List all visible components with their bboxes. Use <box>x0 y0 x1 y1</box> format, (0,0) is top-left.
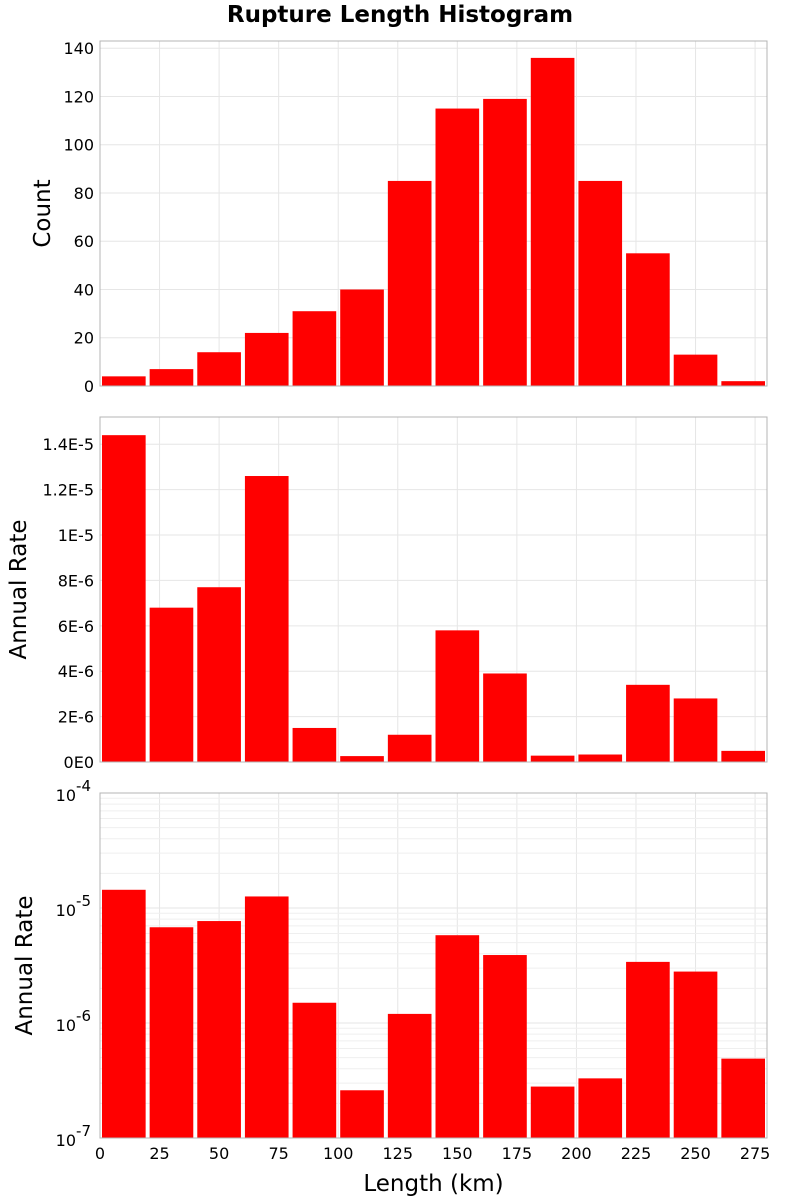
bar <box>244 476 289 762</box>
bar <box>626 961 670 1138</box>
y-tick-label: 10-5 <box>56 892 91 920</box>
x-tick-label: 250 <box>680 1144 711 1163</box>
y-tick-label: 0 <box>84 377 94 396</box>
y-tick-label: 8E-6 <box>58 571 94 590</box>
y-axis-label: Annual Rate <box>6 520 32 660</box>
y-tick-label: 20 <box>74 329 94 348</box>
bar <box>149 927 194 1138</box>
x-tick-label: 275 <box>740 1144 771 1163</box>
bar <box>197 352 241 386</box>
bar <box>102 376 146 386</box>
bar <box>578 1078 623 1138</box>
plot-frame <box>99 416 768 763</box>
bar <box>197 921 241 1138</box>
bar <box>340 1090 384 1138</box>
plot-frame <box>99 40 768 387</box>
y-axis-label: Count <box>30 179 56 247</box>
y-tick-label: 2E-6 <box>58 708 94 727</box>
bar <box>721 381 765 386</box>
bar <box>340 756 384 762</box>
bar <box>530 57 575 386</box>
x-tick-label: 125 <box>382 1144 413 1163</box>
chart-title: Rupture Length Histogram <box>226 2 574 28</box>
bar <box>578 754 623 762</box>
y-tick-label: 10-6 <box>56 1007 91 1035</box>
y-tick-label: 40 <box>74 280 94 299</box>
bar <box>483 98 527 386</box>
bar <box>626 684 670 762</box>
bar <box>387 734 432 762</box>
y-tick-label: 60 <box>74 232 94 251</box>
bar <box>244 896 289 1138</box>
bar <box>721 1058 765 1138</box>
bar <box>197 587 241 762</box>
bar <box>102 889 146 1138</box>
panel-1: 0 20 40 60 80 100 120 140 Count <box>30 39 768 396</box>
y-tick-label: 0E0 <box>64 753 94 772</box>
plot-frame <box>99 792 768 1139</box>
y-tick-label: 100 <box>63 136 94 155</box>
y-tick-label: 1.4E-5 <box>42 435 94 454</box>
x-tick-label: 50 <box>209 1144 229 1163</box>
bar <box>673 971 718 1138</box>
x-tick-label: 100 <box>323 1144 354 1163</box>
bar <box>387 180 432 386</box>
y-tick-label: 6E-6 <box>58 617 94 636</box>
y-axis-label: Annual Rate <box>12 896 38 1036</box>
bar <box>102 435 146 762</box>
x-tick-label: 25 <box>149 1144 169 1163</box>
x-tick-label: 200 <box>561 1144 592 1163</box>
bar <box>483 673 527 762</box>
panel-3: 10-7 10-6 10-5 10-4 Annual Rate 0 25 50 75 100 125… <box>12 777 770 1197</box>
bar <box>387 1013 432 1138</box>
x-tick-label: 75 <box>268 1144 288 1163</box>
y-tick-label: 10-7 <box>56 1122 91 1150</box>
bar <box>435 935 480 1138</box>
bar <box>292 311 337 386</box>
bar <box>673 354 718 386</box>
bar <box>149 369 194 386</box>
y-tick-label: 1.2E-5 <box>42 481 94 500</box>
bar <box>435 630 480 762</box>
bar <box>340 289 384 386</box>
bar <box>626 253 670 386</box>
bar <box>578 180 623 386</box>
bar <box>435 108 480 387</box>
bar <box>530 1086 575 1138</box>
x-tick-label: 225 <box>621 1144 652 1163</box>
x-axis-label: Length (km) <box>363 1171 503 1197</box>
bar <box>292 727 337 762</box>
bar <box>292 1002 337 1138</box>
y-tick-label: 120 <box>63 87 94 106</box>
bar <box>721 750 765 762</box>
bar <box>673 698 718 762</box>
y-tick-label: 80 <box>74 184 94 203</box>
x-tick-label: 150 <box>442 1144 473 1163</box>
bar <box>483 955 527 1138</box>
y-tick-label: 140 <box>63 39 94 58</box>
panel-2: 0E0 2E-6 4E-6 6E-6 8E-6 1E-5 1.2E-5 1.4E-5 Annua… <box>6 416 768 772</box>
x-tick-label: 0 <box>95 1144 105 1163</box>
x-tick-label: 175 <box>502 1144 533 1163</box>
y-tick-label: 1E-5 <box>58 526 94 545</box>
bar <box>149 607 194 762</box>
bar <box>530 755 575 762</box>
y-tick-label: 4E-6 <box>58 662 94 681</box>
y-tick-label: 10-4 <box>56 777 91 805</box>
bar <box>244 332 289 386</box>
